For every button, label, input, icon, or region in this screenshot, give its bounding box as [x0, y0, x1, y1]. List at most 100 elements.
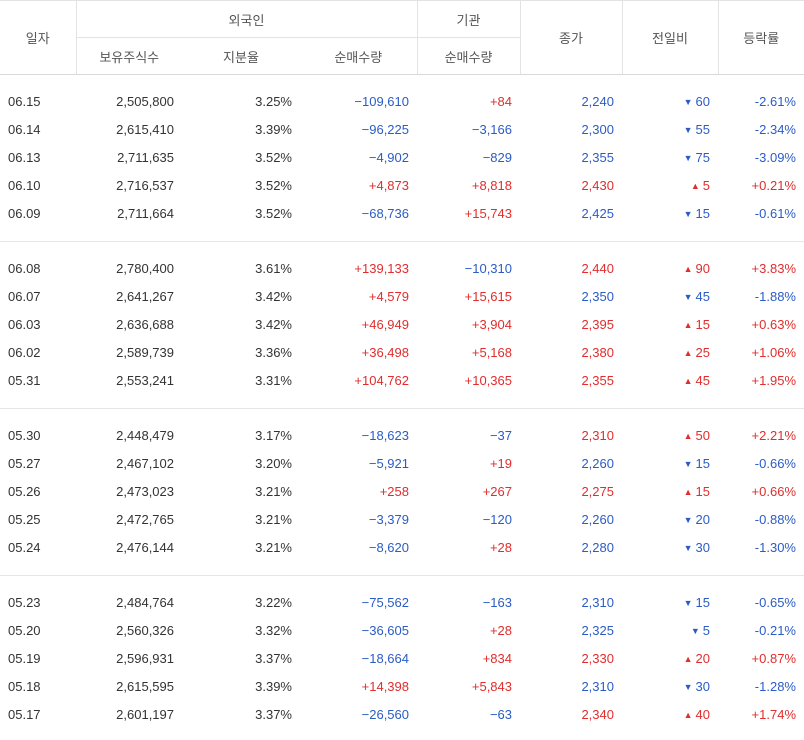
triangle-down-icon: ▼ [683, 514, 693, 525]
date-cell: 06.07 [8, 288, 41, 304]
foreign-net-buy-cell: +104,762 [354, 372, 409, 388]
change-cell: ▼ 55 [622, 115, 718, 143]
close-price-cell: 2,310 [581, 678, 614, 694]
change-cell: ▼ 15 [622, 588, 718, 616]
change-rate-cell: -3.09% [754, 149, 796, 165]
change-rate-cell: -1.30% [754, 539, 796, 555]
holding-shares-cell: 2,615,410 [116, 121, 174, 137]
share-ratio-cell: 3.52% [255, 205, 292, 221]
table-row: 06.09 2,711,664 3.52% −68,736 +15,743 2,425 ▼ 1… [0, 199, 804, 227]
holding-shares-cell: 2,484,764 [116, 594, 174, 610]
foreign-net-buy-cell: −3,379 [368, 511, 409, 527]
triangle-up-icon: ▲ [683, 375, 693, 386]
holding-shares-cell: 2,476,144 [116, 539, 174, 555]
date-cell: 05.18 [8, 678, 41, 694]
foreign-net-buy-cell: +36,498 [361, 344, 409, 360]
change-rate-cell: +1.95% [751, 372, 796, 388]
change-value: 15 [695, 205, 710, 221]
change-rate-cell: -1.88% [754, 288, 796, 304]
foreign-net-buy-cell: +4,579 [368, 288, 409, 304]
institution-net-buy-cell: −10,310 [464, 260, 512, 276]
date-cell: 05.20 [8, 622, 41, 638]
close-price-cell: 2,310 [581, 594, 614, 610]
table-row: 06.15 2,505,800 3.25% −109,610 +84 2,240 ▼ 60 -2… [0, 87, 804, 115]
share-ratio-cell: 3.20% [255, 455, 292, 471]
table-row: 06.07 2,641,267 3.42% +4,579 +15,615 2,350 ▼ 45… [0, 282, 804, 310]
foreign-net-buy-cell: +139,133 [354, 260, 409, 276]
triangle-down-icon: ▼ [683, 681, 693, 692]
foreign-net-buy-cell: −36,605 [361, 622, 409, 638]
triangle-down-icon: ▼ [683, 458, 693, 469]
institution-net-buy-cell: +5,168 [471, 344, 512, 360]
date-cell: 05.27 [8, 455, 41, 471]
change-value: 30 [695, 539, 710, 555]
triangle-down-icon: ▼ [683, 124, 693, 135]
foreign-net-buy-cell: −8,620 [368, 539, 409, 555]
header-change-rate: 등락률 [717, 0, 804, 75]
foreign-net-buy-cell: −109,610 [354, 93, 409, 109]
institution-net-buy-cell: +19 [489, 455, 512, 471]
change-rate-cell: +0.21% [751, 177, 796, 193]
triangle-down-icon: ▼ [683, 152, 693, 163]
header-foreign-net-buy: 순매수량 [300, 37, 417, 75]
change-rate-cell: -0.21% [754, 622, 796, 638]
triangle-up-icon: ▲ [683, 430, 693, 441]
close-price-cell: 2,280 [581, 539, 614, 555]
change-rate-cell: +1.06% [751, 344, 796, 360]
date-cell: 05.26 [8, 483, 41, 499]
share-ratio-cell: 3.39% [255, 121, 292, 137]
holding-shares-cell: 2,553,241 [116, 372, 174, 388]
date-cell: 06.14 [8, 121, 41, 137]
holding-shares-cell: 2,780,400 [116, 260, 174, 276]
share-ratio-cell: 3.37% [255, 706, 292, 722]
change-rate-cell: +1.74% [751, 706, 796, 722]
date-cell: 05.17 [8, 706, 41, 722]
close-price-cell: 2,240 [581, 93, 614, 109]
holding-shares-cell: 2,473,023 [116, 483, 174, 499]
change-rate-cell: -2.61% [754, 93, 796, 109]
change-cell: ▼ 5 [622, 616, 718, 644]
foreign-net-buy-cell: +4,873 [368, 177, 409, 193]
foreign-net-buy-cell: −26,560 [361, 706, 409, 722]
share-ratio-cell: 3.31% [255, 372, 292, 388]
date-cell: 05.30 [8, 427, 41, 443]
table-row: 05.25 2,472,765 3.21% −3,379 −120 2,260 ▼ 20 -0.… [0, 505, 804, 533]
table-body: 06.15 2,505,800 3.25% −109,610 +84 2,240 ▼ 60 -2… [0, 75, 804, 729]
date-cell: 06.09 [8, 205, 41, 221]
change-rate-cell: +2.21% [751, 427, 796, 443]
close-price-cell: 2,330 [581, 650, 614, 666]
date-cell: 06.13 [8, 149, 41, 165]
close-price-cell: 2,380 [581, 344, 614, 360]
change-rate-cell: +0.63% [751, 316, 796, 332]
table-header: 일자 외국인 기관 종가 전일비 등락률 보유주식수 지분율 순매수량 순매수량 [0, 0, 804, 75]
foreign-net-buy-cell: −75,562 [361, 594, 409, 610]
foreign-net-buy-cell: +258 [379, 483, 409, 499]
share-ratio-cell: 3.17% [255, 427, 292, 443]
change-cell: ▲ 90 [622, 254, 718, 282]
foreign-net-buy-cell: +46,949 [361, 316, 409, 332]
change-value: 15 [695, 455, 710, 471]
triangle-down-icon: ▼ [683, 96, 693, 107]
share-ratio-cell: 3.52% [255, 149, 292, 165]
close-price-cell: 2,350 [581, 288, 614, 304]
change-cell: ▲ 45 [622, 366, 718, 394]
change-rate-cell: -0.88% [754, 511, 796, 527]
institution-net-buy-cell: +15,615 [464, 288, 512, 304]
date-cell: 06.08 [8, 260, 41, 276]
header-close-price: 종가 [519, 0, 622, 75]
foreign-net-buy-cell: −18,623 [361, 427, 409, 443]
change-value: 20 [695, 650, 710, 666]
table-row: 05.23 2,484,764 3.22% −75,562 −163 2,310 ▼ 15 -0… [0, 588, 804, 616]
holding-shares-cell: 2,711,635 [117, 149, 174, 165]
date-cell: 06.15 [8, 93, 41, 109]
institution-net-buy-cell: −829 [482, 149, 512, 165]
institution-net-buy-cell: +8,818 [471, 177, 512, 193]
triangle-down-icon: ▼ [683, 597, 693, 608]
institution-net-buy-cell: −163 [482, 594, 512, 610]
date-cell: 05.25 [8, 511, 41, 527]
close-price-cell: 2,355 [581, 149, 614, 165]
table-row: 05.17 2,601,197 3.37% −26,560 −63 2,340 ▲ 40 +1.… [0, 700, 804, 728]
group-divider [0, 394, 804, 409]
change-value: 60 [695, 93, 710, 109]
share-ratio-cell: 3.36% [255, 344, 292, 360]
